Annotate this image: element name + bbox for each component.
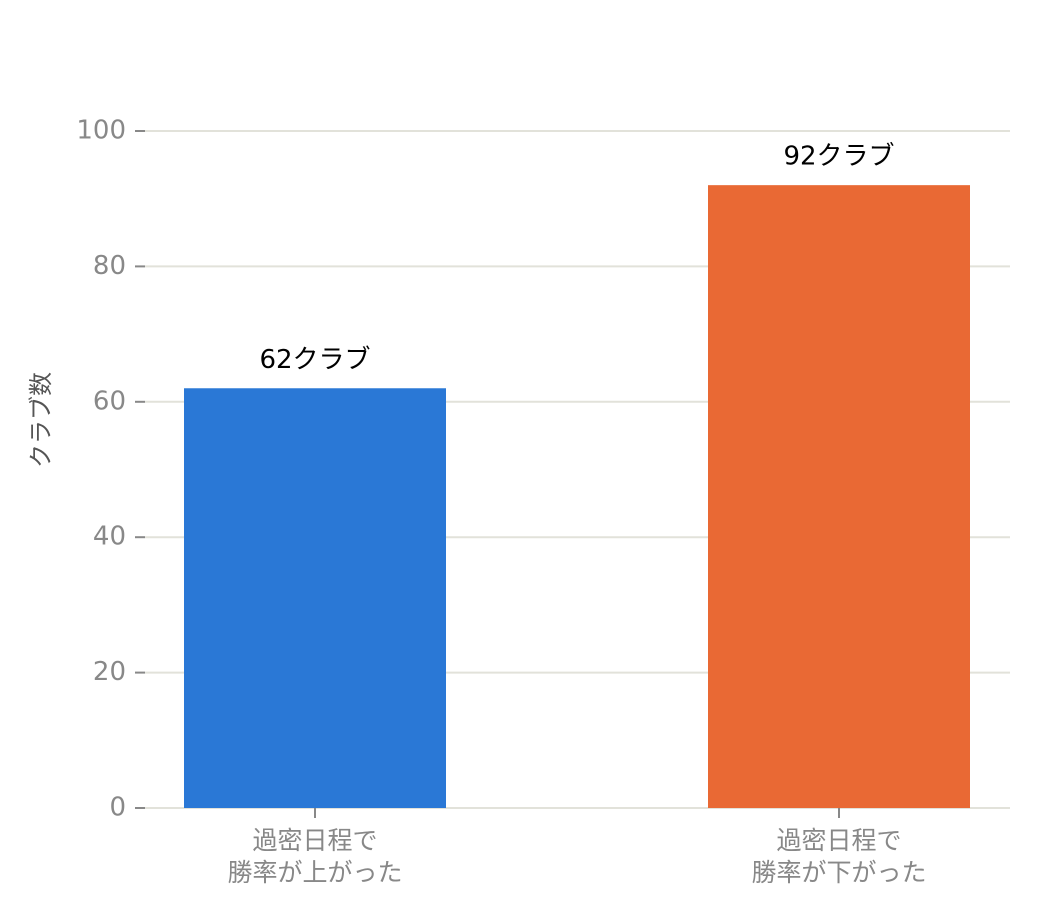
y-tick-label: 40 <box>93 522 126 552</box>
value-label: 92クラブ <box>783 142 894 172</box>
x-tick-label: 勝率が上がった <box>227 858 402 887</box>
y-tick-label: 80 <box>93 251 126 281</box>
bar <box>708 185 970 808</box>
bar <box>184 388 446 808</box>
y-tick-label: 100 <box>76 116 126 146</box>
y-axis-label: クラブ数 <box>27 372 55 468</box>
value-label: 62クラブ <box>259 345 370 375</box>
y-tick-label: 20 <box>93 657 126 687</box>
x-tick-label: 過密日程で <box>776 826 901 855</box>
x-tick-label: 勝率が下がった <box>751 858 926 887</box>
y-tick-label: 0 <box>109 793 126 823</box>
x-tick-label: 過密日程で <box>252 826 377 855</box>
y-tick-label: 60 <box>93 386 126 416</box>
